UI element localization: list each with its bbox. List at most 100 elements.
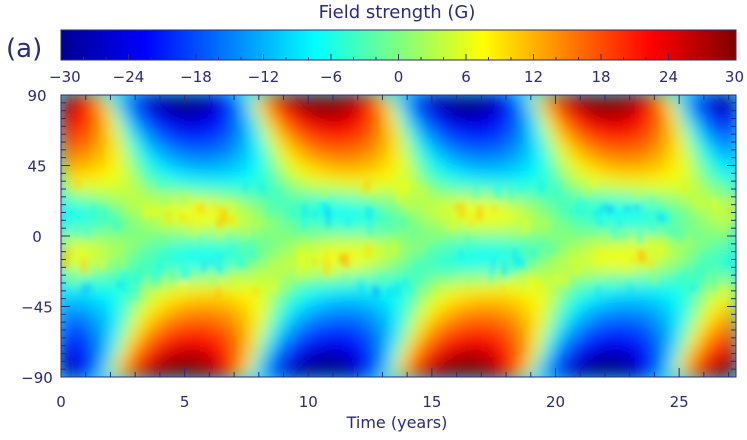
heatmap-cell [590,306,602,315]
heatmap-cell [398,157,409,166]
heatmap-cell [388,157,399,166]
heatmap-streak [466,284,470,293]
heatmap-cell [70,266,81,276]
heatmap-cell [542,337,554,347]
heatmap-streak [216,287,220,300]
heatmap-cell [166,219,178,229]
heatmap-cell [61,306,72,315]
heatmap-cell [504,196,515,206]
heatmap-cell [513,125,525,135]
heatmap-cell [263,188,274,198]
heatmap-cell [147,243,158,253]
heatmap-cell [214,95,226,104]
heatmap-streak [387,223,390,230]
heatmap-cell [282,368,293,377]
heatmap-streak [194,202,202,214]
heatmap-cell [484,321,496,331]
heatmap-cell [205,313,216,323]
heatmap-cell [340,321,351,331]
heatmap-cell [61,353,72,362]
heatmap-cell [571,337,583,347]
heatmap-cell [195,313,207,323]
heatmap-cell [600,125,612,135]
y-tick-label: −45 [21,299,53,317]
heatmap-cell [484,212,496,221]
heatmap-streak [727,206,734,212]
heatmap-cell [687,345,698,354]
heatmap-cell [407,125,419,135]
heatmap-streak [269,280,273,291]
heatmap-cell [581,204,592,213]
heatmap-cell [677,149,689,159]
heatmap-cell [263,118,274,127]
heatmap-cell [349,306,361,315]
heatmap-cell [465,180,477,190]
heatmap-cell [571,282,583,292]
heatmap-cell [600,157,612,166]
heatmap-cell [147,306,158,315]
heatmap-cell [388,329,399,339]
heatmap-cell [561,188,573,198]
heatmap-cell [99,141,110,151]
heatmap-cell [542,204,554,213]
heatmap-cell [513,95,525,104]
heatmap-cell [446,180,457,190]
heatmap-cell [137,321,149,331]
heatmap-cell [475,172,486,182]
heatmap-cell [320,125,332,135]
heatmap-cell [542,345,554,354]
heatmap-cell [542,212,554,221]
heatmap-streak [368,222,372,236]
heatmap-cell [610,313,621,323]
heatmap-cell [118,149,129,159]
heatmap-cell [446,95,457,104]
heatmap-cell [195,329,207,339]
heatmap-cell [407,360,419,370]
heatmap-cell [523,306,534,315]
heatmap-cell [108,149,120,159]
heatmap-cell [320,157,332,166]
heatmap-cell [475,118,486,127]
heatmap-cell [436,149,448,159]
heatmap-cell [475,345,486,354]
heatmap-cell [658,360,669,370]
heatmap-cell [291,235,303,245]
heatmap-cell [687,243,698,253]
heatmap-cell [320,282,332,292]
heatmap-cell [378,313,390,323]
heatmap-cell [571,235,583,245]
heatmap-cell [214,345,226,354]
heatmap-cell [137,227,149,237]
heatmap-cell [79,235,91,245]
heatmap-cell [484,125,496,135]
heatmap-cell [137,298,149,307]
heatmap-cell [677,243,689,253]
heatmap-cell [108,337,120,347]
heatmap-cell [590,321,602,331]
heatmap-streak [592,179,597,189]
heatmap-cell [340,141,351,151]
heatmap-cell [253,329,264,339]
heatmap-streak [216,219,223,228]
heatmap-streak [682,182,686,193]
heatmap-cell [658,266,669,276]
heatmap-streak [626,278,630,291]
heatmap-cell [128,204,139,213]
heatmap-cell [668,282,679,292]
heatmap-cell [446,345,457,354]
heatmap-cell [465,118,477,127]
heatmap-cell [513,235,525,245]
heatmap-cell [668,95,679,104]
heatmap-cell [263,259,274,268]
heatmap-cell [253,235,264,245]
heatmap-cell [571,360,583,370]
heatmap-cell [725,102,736,112]
heatmap-streak [608,281,612,293]
heatmap-cell [533,227,544,237]
heatmap-cell [494,141,506,151]
heatmap-cell [446,329,457,339]
heatmap-cell [195,227,207,237]
heatmap-cell [214,368,226,377]
heatmap-cell [696,95,708,104]
heatmap-cell [561,95,573,104]
